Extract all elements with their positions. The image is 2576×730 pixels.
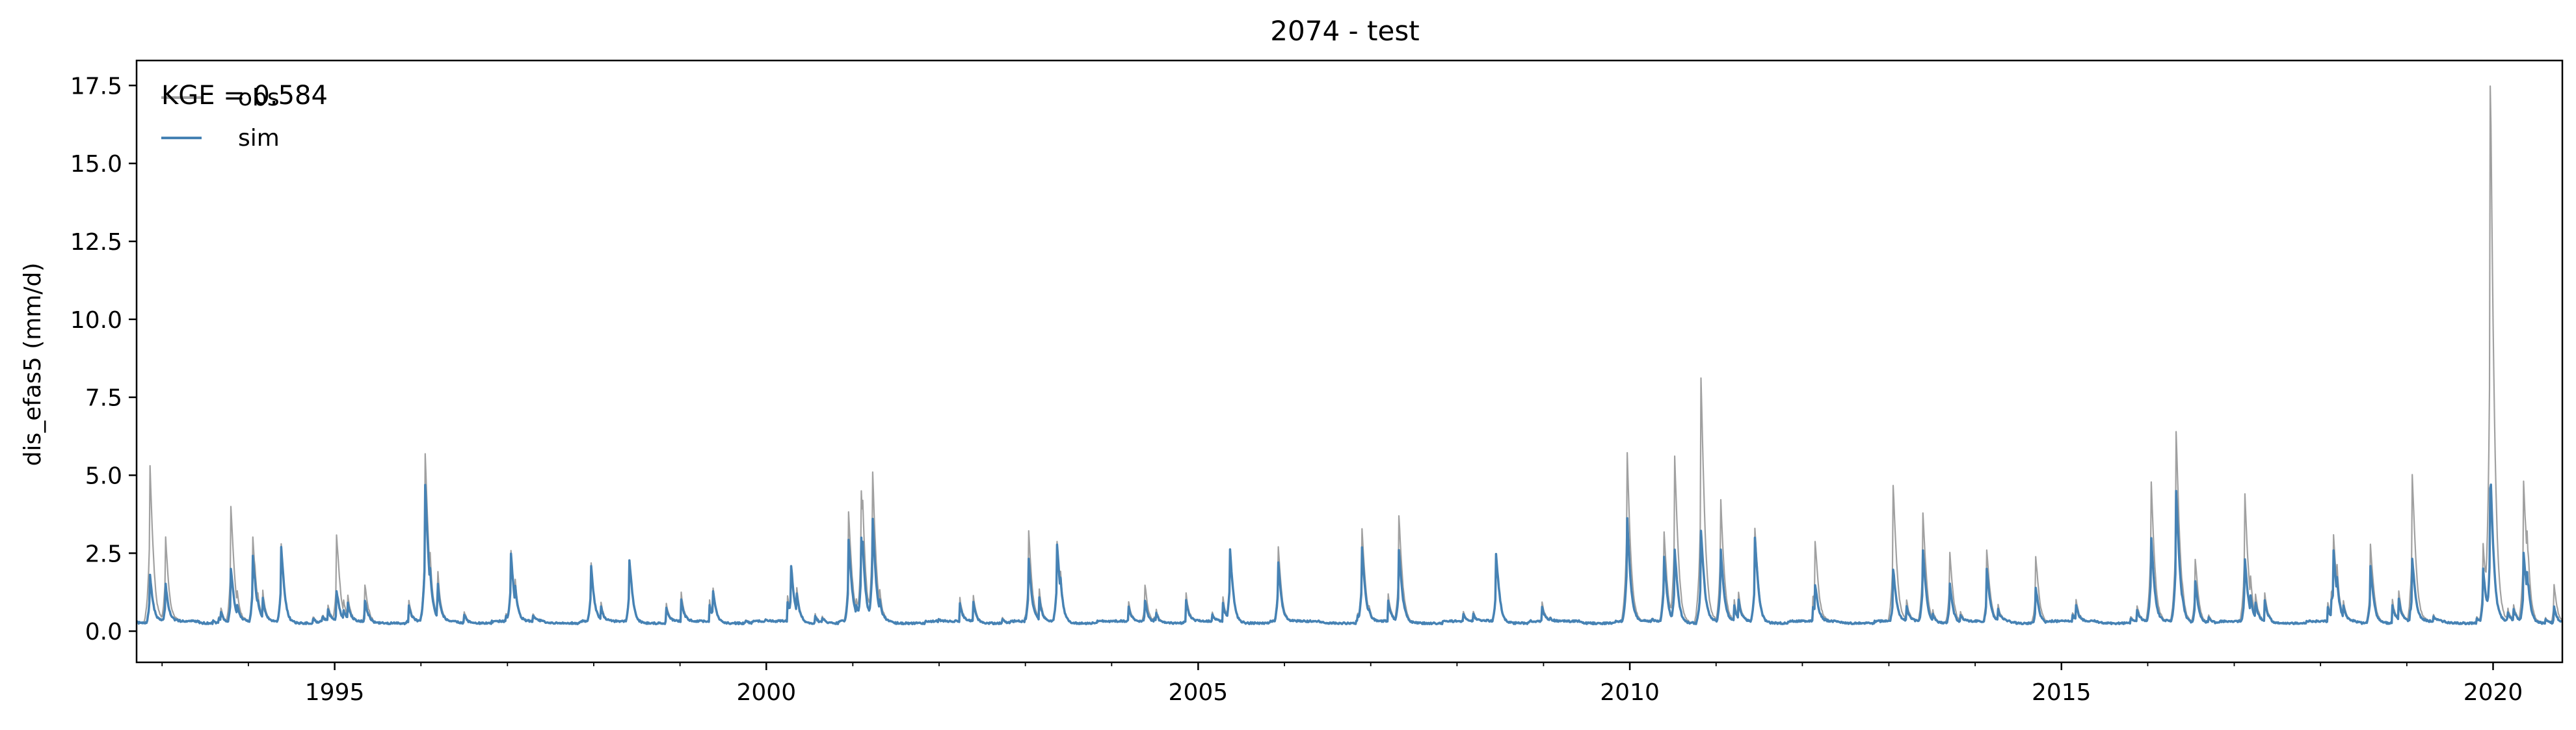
obs-line bbox=[136, 85, 2563, 625]
y-tick-label: 10.0 bbox=[70, 307, 122, 334]
x-axis: 1995 2000 2005 2010 2015 2020 bbox=[161, 662, 2523, 706]
x-tick-label: 1995 bbox=[305, 679, 365, 706]
chart-title: 2074 - test bbox=[1270, 15, 1419, 47]
legend-label-sim: sim bbox=[238, 125, 280, 152]
x-tick-label: 2005 bbox=[1169, 679, 1228, 706]
kge-annotation: KGE = 0.584 bbox=[161, 81, 328, 111]
plot-area bbox=[136, 85, 2563, 626]
obs-series bbox=[136, 85, 2563, 625]
x-tick-label: 2010 bbox=[1600, 679, 1660, 706]
y-tick-label: 12.5 bbox=[70, 229, 122, 256]
x-tick-label: 2000 bbox=[736, 679, 796, 706]
y-tick-label: 15.0 bbox=[70, 151, 122, 178]
legend-label-obs: obs bbox=[238, 85, 280, 111]
x-tick-label: 2020 bbox=[2463, 679, 2523, 706]
x-tick-label: 2015 bbox=[2032, 679, 2091, 706]
y-tick-label: 2.5 bbox=[85, 541, 122, 567]
y-axis-label: dis_efas5 (mm/d) bbox=[20, 263, 46, 466]
y-tick-label: 0.0 bbox=[85, 619, 122, 645]
y-axis: 0.0 2.5 5.0 7.5 10.0 12.5 15.0 17.5 bbox=[70, 73, 137, 645]
y-tick-label: 17.5 bbox=[70, 73, 122, 100]
sim-line bbox=[136, 483, 2563, 626]
y-tick-label: 5.0 bbox=[85, 463, 122, 489]
legend: obs sim bbox=[161, 85, 280, 152]
plot-frame bbox=[135, 59, 2564, 664]
sim-series bbox=[136, 483, 2563, 626]
y-tick-label: 7.5 bbox=[85, 385, 122, 412]
